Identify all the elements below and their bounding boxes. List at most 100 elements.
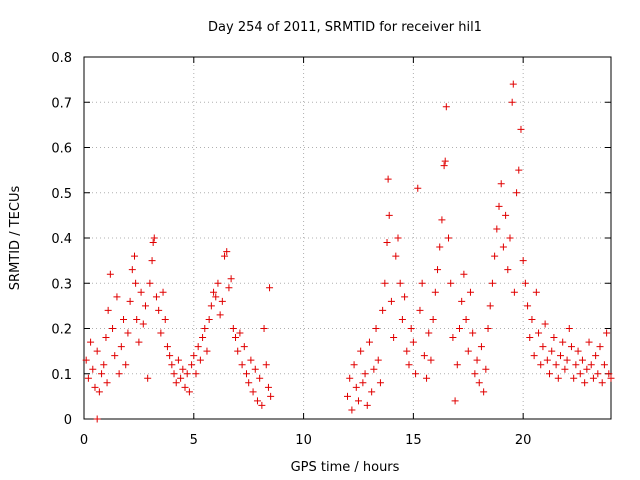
data-point [473,356,481,364]
data-point [565,325,573,332]
data-point [488,279,496,287]
data-point [416,306,424,314]
data-point [163,343,171,351]
data-point [370,365,378,373]
data-point [431,288,439,296]
x-tick-label: 5 [190,433,198,448]
data-point [449,334,457,342]
data-point [434,266,442,274]
data-point [124,329,132,337]
data-point [442,103,450,111]
data-point [232,334,240,342]
data-point [554,374,562,382]
data-point [477,343,485,351]
data-point [499,243,507,251]
data-point [236,329,244,337]
data-point [354,397,362,405]
data-point [183,370,191,378]
data-point [139,320,147,328]
data-point [390,334,398,342]
x-axis-label: GPS time / hours [291,460,400,475]
y-tick-label: 0.8 [51,51,72,66]
data-point [363,401,371,409]
data-point [104,306,112,314]
data-points [82,80,615,423]
data-point [396,279,404,287]
data-point [179,365,187,373]
data-point [190,352,198,360]
data-point [260,325,268,332]
data-point [524,302,532,310]
data-point [251,365,259,373]
data-point [407,325,415,332]
data-point [409,338,417,346]
data-point [218,297,226,305]
y-tick-label: 0.4 [51,232,72,247]
data-point [596,343,604,351]
data-point [563,356,571,364]
data-point [168,361,176,369]
data-point [480,388,488,396]
data-point [103,379,111,387]
data-point [495,202,503,210]
data-point [453,361,461,369]
data-point [102,334,110,342]
data-point [414,184,422,192]
data-point [91,383,99,391]
data-point [157,329,165,337]
data-point [225,284,233,292]
data-point [420,352,428,360]
data-point [418,279,426,287]
data-point [95,388,103,396]
data-point [394,234,402,242]
data-point [528,315,536,323]
data-point [462,315,470,323]
data-point [425,329,433,337]
data-point [475,379,483,387]
data-point [484,325,492,332]
data-point [412,370,420,378]
data-point [607,374,615,382]
data-point [561,365,569,373]
data-point [148,257,156,265]
data-point [199,334,207,342]
data-point [535,329,543,337]
data-point [497,180,505,188]
data-point [111,352,119,360]
data-point [352,383,360,391]
data-point [427,356,435,364]
data-point [458,297,466,305]
data-point [210,288,218,296]
data-point [100,361,108,369]
data-point [374,356,382,364]
data-point [93,415,101,423]
data-point [146,279,154,287]
data-point [594,370,602,378]
data-point [245,379,253,387]
grid-lines [84,57,611,419]
data-point [587,361,595,369]
data-point [166,352,174,360]
data-point [460,270,468,278]
data-point [513,189,521,197]
data-point [135,338,143,346]
data-point [486,302,494,310]
data-point [253,397,261,405]
data-point [603,329,611,337]
data-point [117,343,125,351]
data-point [581,379,589,387]
data-point [559,338,567,346]
data-point [185,388,193,396]
y-axis-label: SRMTID / TECUs [8,186,23,291]
data-point [526,334,534,342]
data-point [170,370,178,378]
data-point [126,297,134,305]
data-point [152,293,160,301]
data-point [122,361,130,369]
data-point [344,392,351,400]
data-point [267,392,275,400]
data-point [141,302,149,310]
data-point [578,356,586,364]
data-point [223,248,231,256]
